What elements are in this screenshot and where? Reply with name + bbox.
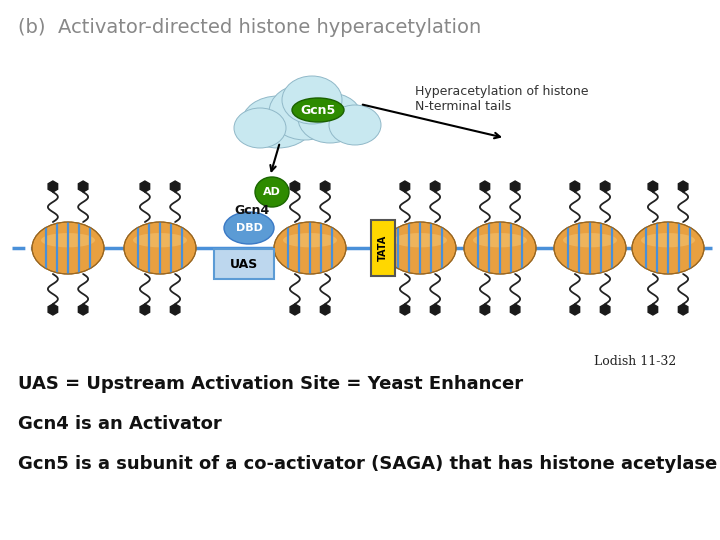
Polygon shape	[290, 181, 300, 192]
Polygon shape	[400, 181, 410, 192]
Polygon shape	[140, 304, 150, 315]
Ellipse shape	[632, 222, 704, 274]
Ellipse shape	[473, 233, 527, 247]
Polygon shape	[480, 304, 490, 315]
Ellipse shape	[133, 233, 187, 247]
Ellipse shape	[393, 233, 447, 247]
Ellipse shape	[563, 233, 617, 247]
Ellipse shape	[641, 233, 695, 247]
Text: Gcn5: Gcn5	[300, 104, 336, 117]
Ellipse shape	[282, 76, 342, 124]
FancyBboxPatch shape	[214, 249, 274, 279]
Ellipse shape	[41, 233, 95, 247]
Text: DBD: DBD	[235, 223, 262, 233]
Polygon shape	[171, 304, 180, 315]
Ellipse shape	[234, 108, 286, 148]
Ellipse shape	[329, 105, 381, 145]
Text: UAS = Upstream Activation Site = Yeast Enhancer: UAS = Upstream Activation Site = Yeast E…	[18, 375, 523, 393]
Polygon shape	[140, 181, 150, 192]
Polygon shape	[320, 304, 330, 315]
Bar	[371, 220, 395, 276]
Polygon shape	[320, 181, 330, 192]
Polygon shape	[570, 304, 580, 315]
Polygon shape	[678, 181, 688, 192]
Ellipse shape	[298, 93, 362, 143]
Ellipse shape	[269, 84, 341, 140]
Text: TATA: TATA	[378, 235, 388, 261]
Text: AD: AD	[263, 187, 281, 197]
Ellipse shape	[283, 233, 337, 247]
Polygon shape	[480, 181, 490, 192]
Polygon shape	[570, 181, 580, 192]
Polygon shape	[510, 304, 520, 315]
Text: Gcn4: Gcn4	[234, 204, 269, 217]
Text: UAS: UAS	[230, 258, 258, 271]
Ellipse shape	[242, 96, 314, 148]
Text: (b)  Activator-directed histone hyperacetylation: (b) Activator-directed histone hyperacet…	[18, 18, 481, 37]
Ellipse shape	[32, 222, 104, 274]
Polygon shape	[48, 181, 58, 192]
Ellipse shape	[554, 222, 626, 274]
Text: Gcn4 is an Activator: Gcn4 is an Activator	[18, 415, 222, 433]
Polygon shape	[431, 181, 440, 192]
Text: Gcn5 is a subunit of a co-activator (SAGA) that has histone acetylase activity: Gcn5 is a subunit of a co-activator (SAG…	[18, 455, 720, 473]
Ellipse shape	[464, 222, 536, 274]
Polygon shape	[600, 304, 610, 315]
Ellipse shape	[292, 98, 344, 122]
Polygon shape	[648, 181, 657, 192]
Polygon shape	[171, 181, 180, 192]
Ellipse shape	[224, 212, 274, 244]
Polygon shape	[48, 304, 58, 315]
Polygon shape	[400, 304, 410, 315]
Polygon shape	[290, 304, 300, 315]
Ellipse shape	[274, 222, 346, 274]
Polygon shape	[678, 304, 688, 315]
Polygon shape	[648, 304, 657, 315]
Ellipse shape	[384, 222, 456, 274]
Ellipse shape	[255, 177, 289, 207]
Polygon shape	[510, 181, 520, 192]
Text: Hyperacetylation of histone
N-terminal tails: Hyperacetylation of histone N-terminal t…	[415, 85, 588, 113]
Text: Lodish 11-32: Lodish 11-32	[594, 355, 676, 368]
Polygon shape	[431, 304, 440, 315]
Polygon shape	[78, 181, 88, 192]
Polygon shape	[78, 304, 88, 315]
Polygon shape	[600, 181, 610, 192]
Ellipse shape	[124, 222, 196, 274]
